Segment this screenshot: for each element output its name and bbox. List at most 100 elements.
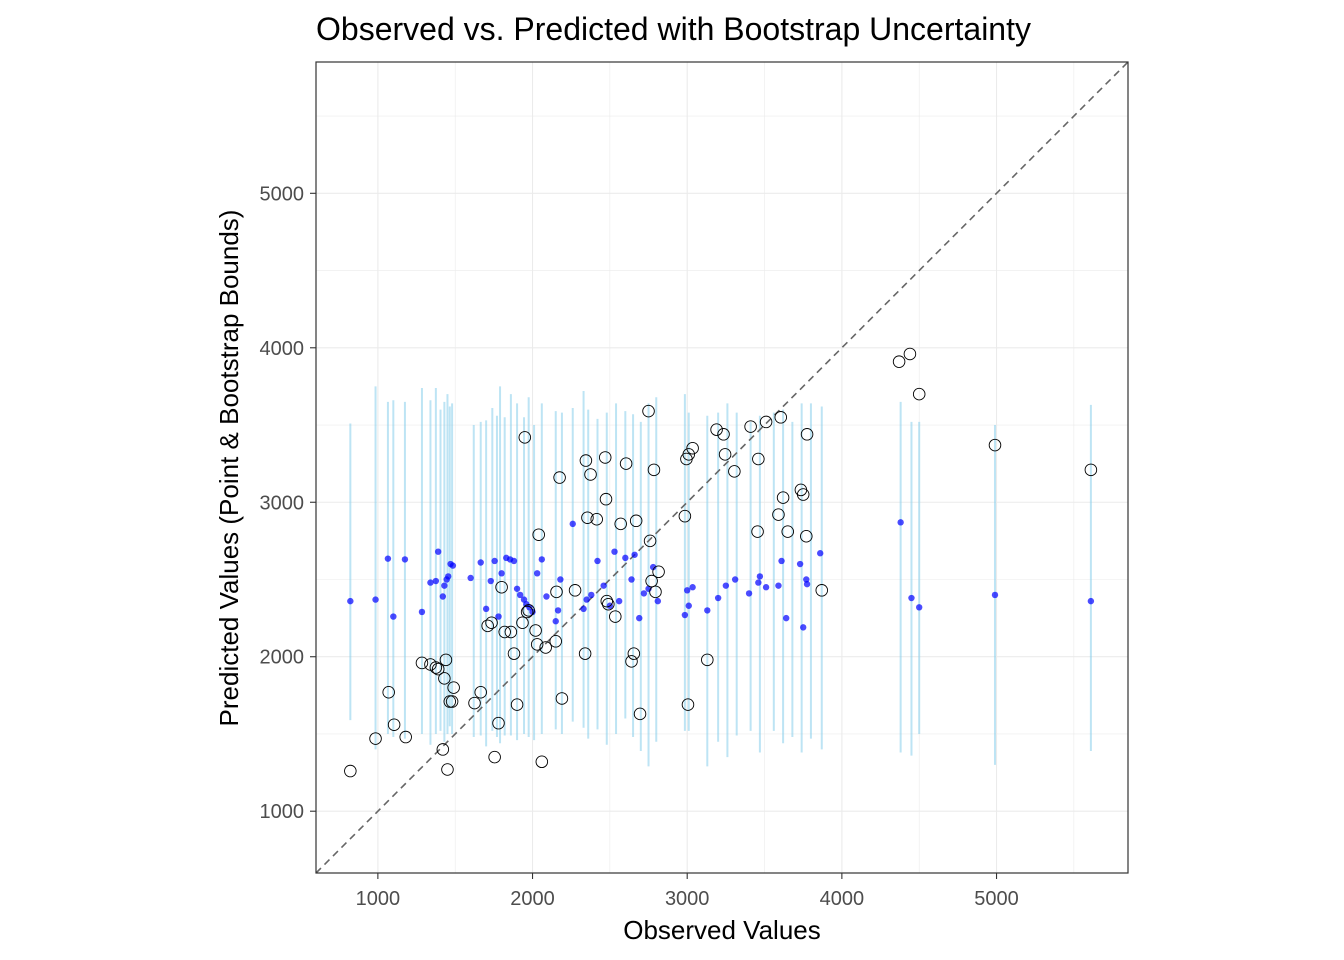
bootstrap-point xyxy=(482,605,490,613)
predicted-point xyxy=(647,463,661,477)
predicted-point xyxy=(627,647,641,660)
predicted-point xyxy=(1084,463,1098,477)
predicted-point xyxy=(555,692,569,705)
plot-panel xyxy=(315,61,1129,874)
x-axis-title: Observed Values xyxy=(623,915,821,945)
predicted-point xyxy=(619,457,633,470)
bootstrap-point xyxy=(441,582,448,589)
predicted-point xyxy=(800,428,814,441)
bootstrap-point xyxy=(390,613,397,620)
predicted-point xyxy=(504,625,518,639)
bootstrap-point xyxy=(588,591,595,599)
predicted-point xyxy=(649,585,662,599)
predicted-point xyxy=(912,387,926,401)
bootstrap-point xyxy=(477,559,484,566)
bootstrap-point xyxy=(552,618,559,625)
predicted-point xyxy=(701,653,714,667)
x-tick-label: 2000 xyxy=(510,888,555,910)
y-tick-label: 4000 xyxy=(260,338,305,360)
predicted-point xyxy=(892,355,906,368)
y-axis: 1000 2000 3000 4000 5000 xyxy=(260,183,316,823)
bootstrap-point xyxy=(347,597,354,605)
bootstrap-point xyxy=(654,597,662,605)
predicted-point xyxy=(599,492,613,506)
predicted-point xyxy=(781,525,794,538)
predicted-point xyxy=(710,423,723,436)
bootstrap-point xyxy=(533,570,541,577)
predicted-point xyxy=(581,511,594,524)
predicted-circles xyxy=(344,347,1098,778)
x-tick-label: 3000 xyxy=(665,888,710,910)
predicted-point xyxy=(495,580,508,594)
predicted-point xyxy=(681,698,695,711)
bootstrap-point xyxy=(916,604,923,611)
bootstrap-point xyxy=(487,577,494,585)
bootstrap-point xyxy=(372,596,379,603)
predicted-point xyxy=(609,610,622,623)
predicted-point xyxy=(752,452,765,466)
predicted-point xyxy=(815,584,829,597)
bootstrap-point xyxy=(513,585,521,592)
panel-border xyxy=(315,61,1129,874)
bootstrap-point xyxy=(803,580,811,588)
bootstrap-point xyxy=(681,611,689,619)
bootstrap-point xyxy=(649,563,657,571)
bootstrap-point xyxy=(526,604,533,611)
predicted-point xyxy=(441,763,454,776)
bootstrap-point xyxy=(755,579,762,586)
predicted-point xyxy=(468,696,481,710)
predicted-point xyxy=(399,730,412,744)
predicted-point xyxy=(800,529,813,543)
bootstrap-point xyxy=(991,591,999,599)
chart-title: Observed vs. Predicted with Bootstrap Un… xyxy=(316,11,1031,47)
bootstrap-point xyxy=(498,570,505,577)
bootstrap-point xyxy=(615,597,623,605)
predicted-point xyxy=(717,428,730,441)
predicted-point xyxy=(633,707,647,721)
bootstrap-point xyxy=(640,590,648,597)
predicted-point xyxy=(549,635,562,648)
predicted-point xyxy=(614,517,627,531)
predicted-point xyxy=(510,698,524,711)
predicted-point xyxy=(485,616,498,629)
predicted-point xyxy=(718,448,732,461)
bootstrap-point xyxy=(467,574,474,582)
y-tick-label: 1000 xyxy=(260,801,305,823)
bootstrap-point xyxy=(800,624,807,631)
bootstrap-point xyxy=(449,562,457,569)
bootstrap-point xyxy=(631,551,638,558)
bootstrap-point xyxy=(778,557,785,565)
bootstrap-point xyxy=(685,602,692,609)
predicted-point xyxy=(903,347,917,361)
predicted-point xyxy=(629,514,643,528)
bootstrap-point xyxy=(538,556,546,563)
predicted-point xyxy=(602,597,615,611)
bootstrap-point xyxy=(756,573,764,580)
predicted-point xyxy=(532,528,545,541)
predicted-point xyxy=(625,655,638,668)
predicted-point xyxy=(988,438,1002,452)
bootstrap-point xyxy=(714,594,722,602)
bootstrap-point xyxy=(557,576,564,583)
predicted-point xyxy=(344,764,357,778)
predicted-point xyxy=(474,686,487,699)
predicted-point xyxy=(590,512,603,526)
predicted-point xyxy=(415,656,429,670)
predicted-point xyxy=(568,584,582,597)
predicted-point xyxy=(438,672,451,685)
bootstrap-point xyxy=(782,614,790,622)
predicted-point xyxy=(759,415,773,429)
major-gridlines xyxy=(316,62,1128,873)
predicted-point xyxy=(553,471,566,484)
x-tick-label: 4000 xyxy=(820,888,865,910)
bootstrap-point xyxy=(543,593,550,600)
bootstrap-point xyxy=(731,576,739,583)
predicted-point xyxy=(530,638,544,651)
bootstrap-point xyxy=(628,576,635,583)
bootstrap-point xyxy=(510,557,518,565)
bootstrap-point xyxy=(427,579,434,586)
bootstrap-point xyxy=(684,587,691,594)
x-axis: 1000 2000 3000 4000 5000 xyxy=(356,873,1019,910)
bootstrap-point xyxy=(600,582,607,589)
bootstrap-point xyxy=(897,519,904,526)
